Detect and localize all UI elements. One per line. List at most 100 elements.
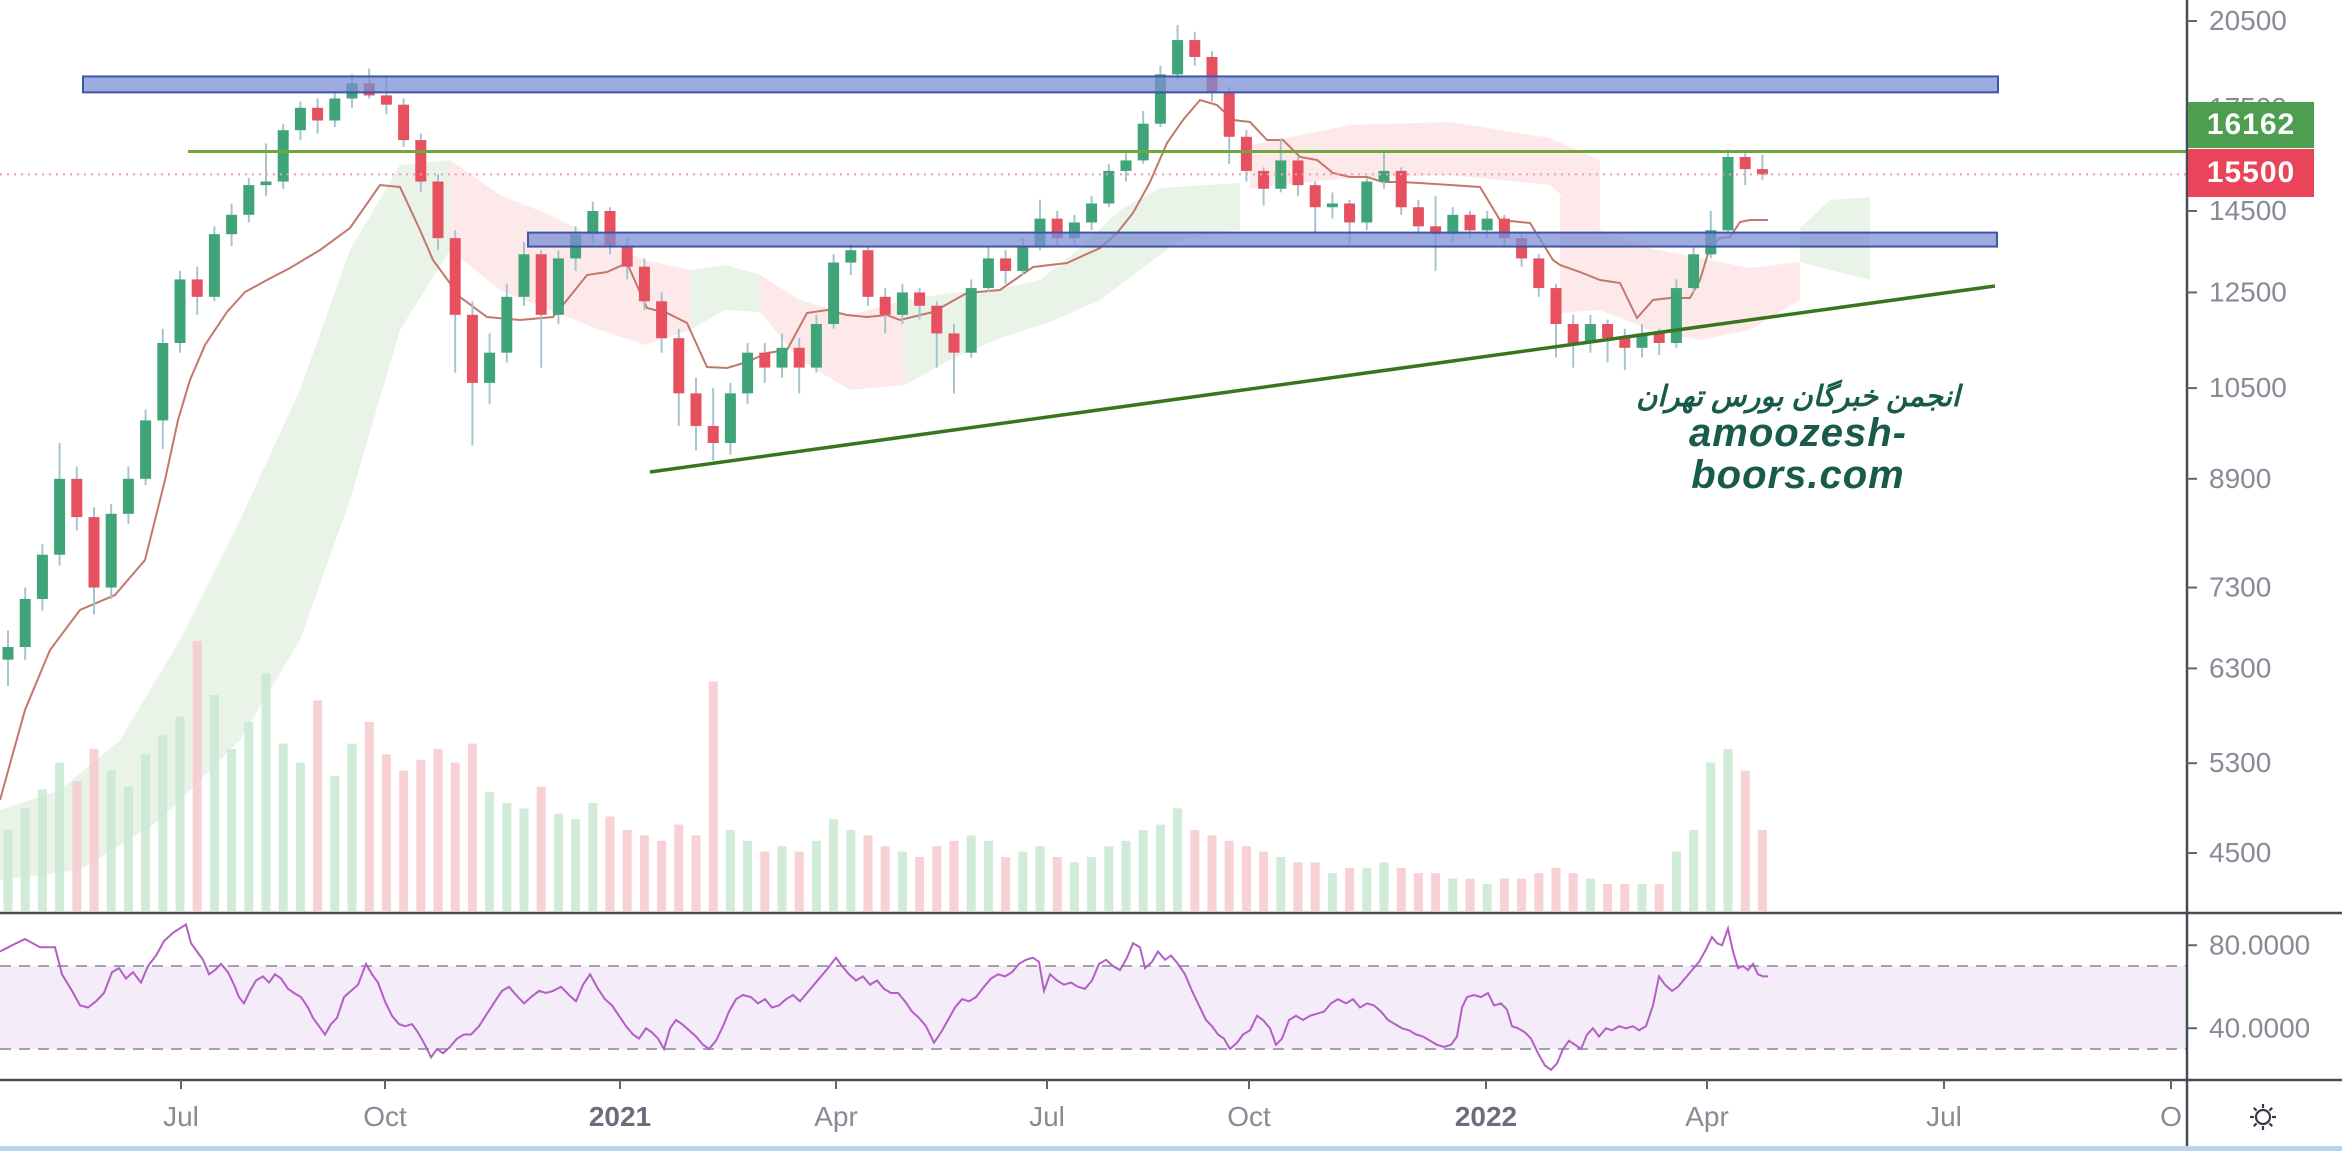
candle-body [879, 296, 891, 315]
candle-body [1602, 324, 1614, 339]
candle-body [1326, 203, 1338, 208]
candle-body [36, 554, 48, 599]
volume-bar [1396, 867, 1406, 911]
volume-bar [1362, 867, 1372, 911]
volume-bar [1104, 846, 1114, 911]
volume-bar [1155, 824, 1165, 911]
candle-body [1258, 170, 1270, 189]
candle-body [88, 517, 100, 588]
candle-body [1395, 170, 1407, 208]
volume-bar [1431, 873, 1441, 911]
candle-body [1103, 170, 1115, 204]
volume-bar [1327, 873, 1337, 911]
last-price-text: 15500 [2206, 156, 2296, 189]
candle-body [1756, 169, 1768, 175]
rsi-tick-label: 40.0000 [2209, 1012, 2310, 1043]
trendline-group[interactable] [649, 284, 1996, 474]
last-price-label: 15500 [2188, 149, 2314, 197]
candle-body [587, 210, 599, 235]
volume-bar [433, 749, 443, 911]
candle-body [1653, 333, 1665, 343]
candle-body [828, 262, 840, 325]
price-tick-label: 20500 [2209, 5, 2287, 36]
volume-bar [261, 673, 271, 911]
levels[interactable] [0, 149, 2187, 176]
volume-bar [811, 840, 821, 911]
volume-bar [519, 808, 529, 911]
candle-body [552, 258, 564, 315]
volume-bar [846, 830, 856, 911]
volume-bar [1482, 884, 1492, 911]
volume-bar [1654, 884, 1664, 911]
candle-body [1498, 218, 1510, 239]
trendline[interactable] [649, 284, 1996, 474]
settings-gear-icon[interactable] [2248, 1102, 2278, 1132]
volume-bar [588, 803, 598, 911]
candle-body [1447, 214, 1459, 235]
volume-bar [1517, 878, 1527, 911]
volume-bar [949, 840, 959, 911]
candle-body [742, 352, 754, 394]
volume-bar [1706, 762, 1716, 911]
volume-bar [553, 813, 563, 911]
volume-bar [1310, 862, 1320, 911]
cloud-segment-green [0, 160, 450, 880]
time-tick-label: Apr [1685, 1101, 1729, 1132]
volume-bar [1620, 884, 1630, 911]
volume-bar [1448, 878, 1458, 911]
candle-body [208, 234, 220, 297]
candle-body [1412, 207, 1424, 227]
volume-bar [1603, 884, 1613, 911]
volume-bar [227, 749, 237, 911]
volume-bar [1121, 840, 1131, 911]
volume-bar [674, 824, 684, 911]
zones[interactable] [82, 75, 1999, 248]
volume-bar [1190, 830, 1200, 911]
cloud-segment-pink [1250, 122, 1600, 230]
volume-bar [278, 743, 288, 911]
candle-body [1481, 218, 1493, 231]
volume-bar [622, 830, 632, 911]
candle-body [1309, 185, 1321, 208]
volume-bar [313, 700, 323, 911]
volume-bar [123, 786, 133, 911]
candle-body [1344, 203, 1356, 223]
candle-body [1550, 288, 1562, 325]
candle-body [71, 478, 83, 518]
candle-body [931, 305, 943, 334]
candle-body [277, 130, 289, 182]
price-tick-label: 10500 [2209, 372, 2287, 403]
volume-bar [1413, 873, 1423, 911]
price-tick-label: 8900 [2209, 463, 2271, 494]
time-tick-label: Jul [163, 1101, 199, 1132]
candle-body [1516, 238, 1528, 259]
volume-bar [192, 641, 202, 911]
candle-body [1670, 288, 1682, 343]
candle-body [518, 254, 530, 297]
time-tick-label: Jul [1029, 1101, 1065, 1132]
candle-body [707, 425, 719, 444]
candle-body [122, 478, 134, 514]
alert-price-label[interactable]: 16162 [2188, 102, 2314, 148]
cloud-segment-green [905, 183, 1240, 385]
candle-body [604, 210, 616, 247]
candle-body [1223, 92, 1235, 137]
volume-bar [1069, 862, 1079, 911]
volume-bar [381, 754, 391, 911]
volume-bar [571, 819, 581, 911]
volume-bar [829, 819, 839, 911]
price-tick-label: 7300 [2209, 572, 2271, 603]
candle-body [1292, 160, 1304, 186]
price-tick-label: 14500 [2209, 195, 2287, 226]
time-axis[interactable]: Jul Oct 2021 Apr Jul Oct 2022 Apr Jul O [163, 1080, 2182, 1132]
supply-zone[interactable] [82, 75, 1999, 94]
candle-body [1137, 123, 1149, 161]
volume-bar [1173, 808, 1183, 911]
candle-body [226, 214, 238, 235]
demand-zone[interactable] [527, 231, 1998, 248]
volume-bar [1345, 867, 1355, 911]
volume-bar [1534, 873, 1544, 911]
candle-body [1567, 324, 1579, 343]
candle-body [1120, 160, 1132, 171]
